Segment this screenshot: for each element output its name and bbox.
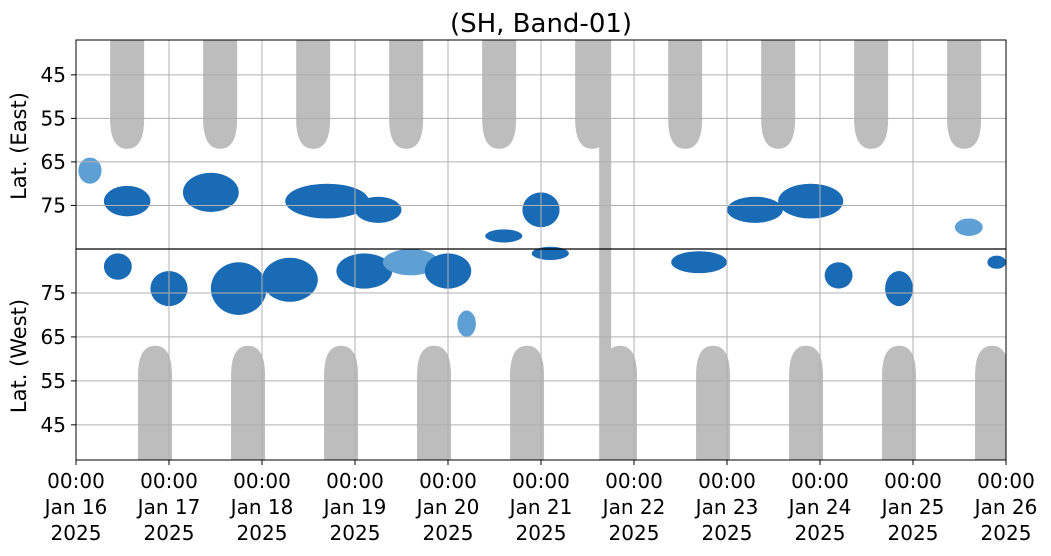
- x-tick-label: Jan 21: [508, 495, 573, 519]
- x-tick-label: 00:00: [605, 469, 663, 493]
- y-axis-label-west: Lat. (West): [7, 299, 31, 413]
- nodata-arc-top: [203, 40, 238, 149]
- nodata-arc-top: [482, 40, 517, 149]
- nodata-arc-top: [854, 40, 889, 149]
- x-tick-label: 00:00: [140, 469, 198, 493]
- x-tick-label: Jan 25: [880, 495, 945, 519]
- echo-blob-top: [182, 172, 239, 212]
- echo-blob-bottom: [262, 257, 318, 302]
- x-tick-label: 00:00: [977, 469, 1035, 493]
- x-tick-label: 2025: [981, 521, 1032, 545]
- nodata-arc-bottom: [138, 345, 173, 460]
- nodata-arc-bottom: [789, 345, 824, 460]
- echo-blob-top: [727, 196, 783, 223]
- x-tick-label: 2025: [888, 521, 939, 545]
- x-tick-label: 2025: [423, 521, 474, 545]
- echo-blob-bottom: [382, 249, 439, 276]
- nodata-column: [599, 40, 612, 460]
- x-tick-label: 2025: [702, 521, 753, 545]
- x-tick-label: 2025: [609, 521, 660, 545]
- x-tick-label: 00:00: [884, 469, 942, 493]
- y-tick-label: 65: [41, 325, 66, 349]
- x-tick-label: 00:00: [233, 469, 291, 493]
- y-tick-label: 65: [41, 150, 66, 174]
- x-tick-label: Jan 24: [787, 495, 852, 519]
- nodata-arc-bottom: [696, 345, 731, 460]
- x-tick-label: 2025: [51, 521, 102, 545]
- x-tick-label: 2025: [516, 521, 567, 545]
- echo-blob-bottom: [103, 253, 132, 280]
- nodata-arc-top: [761, 40, 796, 149]
- x-tick-label: 00:00: [326, 469, 384, 493]
- y-tick-label: 75: [41, 193, 66, 217]
- nodata-arc-top: [389, 40, 424, 149]
- nodata-arc-bottom: [231, 345, 266, 460]
- y-axis-label-east: Lat. (East): [7, 92, 31, 200]
- nodata-arc-top: [947, 40, 982, 149]
- nodata-arc-bottom: [417, 345, 452, 460]
- x-tick-label: Jan 22: [601, 495, 666, 519]
- echo-blob-bottom: [457, 310, 476, 337]
- echo-blob-top: [954, 218, 983, 236]
- x-tick-label: Jan 20: [415, 495, 480, 519]
- x-tick-label: 2025: [144, 521, 195, 545]
- nodata-arc-bottom: [603, 345, 638, 460]
- x-tick-label: Jan 23: [694, 495, 759, 519]
- x-tick-label: 00:00: [47, 469, 105, 493]
- nodata-arc-top: [296, 40, 331, 149]
- nodata-arc-bottom: [324, 345, 359, 460]
- echo-blob-top: [103, 185, 151, 217]
- echo-blob-bottom: [210, 262, 267, 315]
- nodata-arc-bottom: [882, 345, 917, 460]
- echo-blob-top: [78, 157, 102, 184]
- echo-blob-bottom: [885, 270, 913, 307]
- nodata-arc-top: [110, 40, 145, 149]
- nodata-arc-bottom: [510, 345, 545, 460]
- x-tick-label: 00:00: [791, 469, 849, 493]
- y-tick-label: 55: [41, 106, 66, 130]
- x-tick-label: 2025: [237, 521, 288, 545]
- x-tick-label: Jan 16: [43, 495, 108, 519]
- x-tick-label: 00:00: [512, 469, 570, 493]
- x-tick-label: Jan 18: [229, 495, 294, 519]
- echo-blob-top: [285, 183, 369, 219]
- x-tick-label: Jan 26: [973, 495, 1038, 519]
- echo-blob-top: [778, 183, 844, 219]
- x-tick-label: Jan 17: [136, 495, 201, 519]
- plot-content: [76, 40, 1006, 460]
- nodata-arc-top: [668, 40, 703, 149]
- echo-blob-bottom: [336, 253, 393, 289]
- x-tick-label: 2025: [330, 521, 381, 545]
- echo-blob-top: [485, 229, 523, 243]
- y-tick-label: 45: [41, 413, 66, 437]
- chart-title: (SH, Band-01): [450, 9, 632, 39]
- x-tick-label: Jan 19: [322, 495, 387, 519]
- y-tick-label: 55: [41, 369, 66, 393]
- echo-blob-bottom: [671, 251, 727, 274]
- echo-blob-top: [355, 196, 402, 223]
- x-tick-label: 00:00: [698, 469, 756, 493]
- x-tick-label: 00:00: [419, 469, 477, 493]
- y-tick-label: 45: [41, 63, 66, 87]
- echo-blob-bottom: [824, 262, 853, 289]
- x-tick-label: 2025: [795, 521, 846, 545]
- y-tick-label: 75: [41, 281, 66, 305]
- nodata-arc-bottom: [975, 345, 1006, 460]
- echo-blob-bottom: [987, 255, 1006, 269]
